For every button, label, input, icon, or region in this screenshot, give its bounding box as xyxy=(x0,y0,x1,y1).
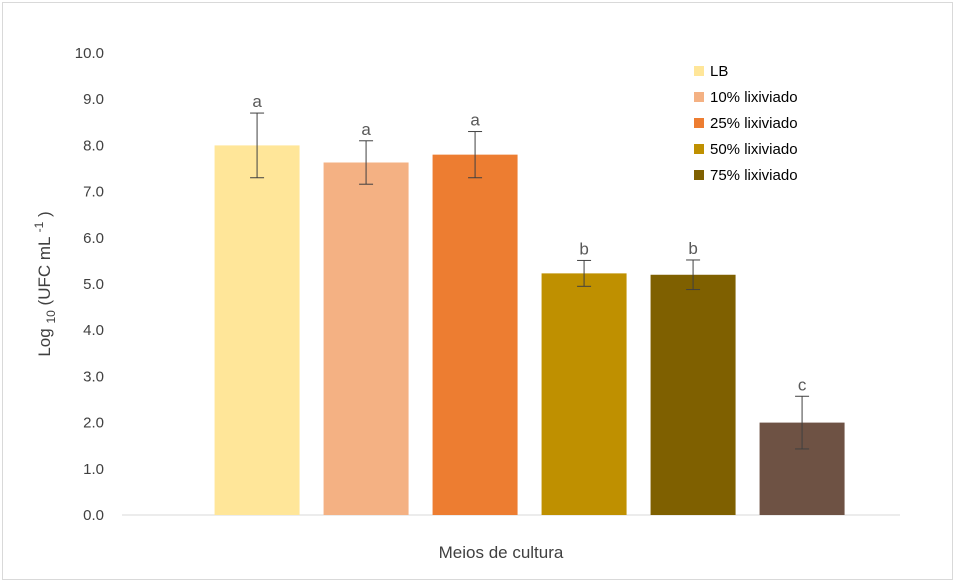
y-axis-title: Log 10 (UFC mL -1 ) xyxy=(28,211,59,356)
y-tick-label: 2.0 xyxy=(83,415,104,432)
significance-label: b xyxy=(579,239,588,258)
error-bars xyxy=(250,112,810,450)
y-axis-title-prefix: Log xyxy=(35,328,54,356)
significance-label: a xyxy=(361,120,371,139)
legend-swatch xyxy=(694,118,704,128)
legend-item: LB xyxy=(694,63,728,80)
y-tick-label: 7.0 xyxy=(83,184,104,201)
bar xyxy=(214,145,300,515)
y-tick-label: 0.0 xyxy=(83,507,104,524)
legend-item: 25% lixiviado xyxy=(694,115,798,132)
error-bar xyxy=(686,259,701,291)
significance-label: b xyxy=(688,239,697,258)
y-tick-label: 4.0 xyxy=(83,322,104,339)
significance-label: a xyxy=(252,92,262,111)
legend-swatch xyxy=(694,144,704,154)
bars xyxy=(214,145,845,515)
legend-label: 75% lixiviado xyxy=(710,167,798,184)
error-bar xyxy=(359,140,374,185)
y-tick-label: 9.0 xyxy=(83,91,104,108)
legend-item: 75% lixiviado xyxy=(694,167,798,184)
legend-swatch xyxy=(694,170,704,180)
legend: LB 10% lixiviado 25% lixiviado 50% lixiviad… xyxy=(694,63,798,184)
legend-label: LB xyxy=(710,63,728,80)
y-axis-title-superscript: -1 xyxy=(32,221,46,232)
legend-label: 25% lixiviado xyxy=(710,115,798,132)
x-axis-title: Meios de cultura xyxy=(439,543,564,562)
legend-item: 10% lixiviado xyxy=(694,89,798,106)
legend-swatch xyxy=(694,92,704,102)
error-bar xyxy=(250,112,265,179)
y-axis-title-suffix: ) xyxy=(35,211,54,217)
legend-item: 50% lixiviado xyxy=(694,141,798,158)
bar xyxy=(323,162,409,515)
y-axis-title-middle: (UFC mL xyxy=(35,237,54,305)
error-bar xyxy=(468,131,483,179)
significance-labels: a a a b b c xyxy=(252,92,806,394)
bar xyxy=(541,273,627,515)
error-bar xyxy=(577,259,592,287)
legend-label: 10% lixiviado xyxy=(710,89,798,106)
y-tick-label: 3.0 xyxy=(83,368,104,385)
bar xyxy=(432,154,518,515)
error-bar xyxy=(795,395,810,450)
y-tick-label: 6.0 xyxy=(83,230,104,247)
y-tick-label: 10.0 xyxy=(75,45,104,62)
legend-swatch xyxy=(694,66,704,76)
y-axis-tick-labels: 0.0 1.0 2.0 3.0 4.0 5.0 6.0 7.0 8.0 9.0 10.0 xyxy=(75,45,104,524)
legend-label: 50% lixiviado xyxy=(710,141,798,158)
bar xyxy=(650,274,736,515)
significance-label: a xyxy=(470,111,480,130)
y-tick-label: 8.0 xyxy=(83,137,104,154)
y-tick-label: 1.0 xyxy=(83,461,104,478)
significance-label: c xyxy=(798,375,807,394)
y-tick-label: 5.0 xyxy=(83,276,104,293)
y-axis-title-subscript: 10 xyxy=(44,310,58,324)
